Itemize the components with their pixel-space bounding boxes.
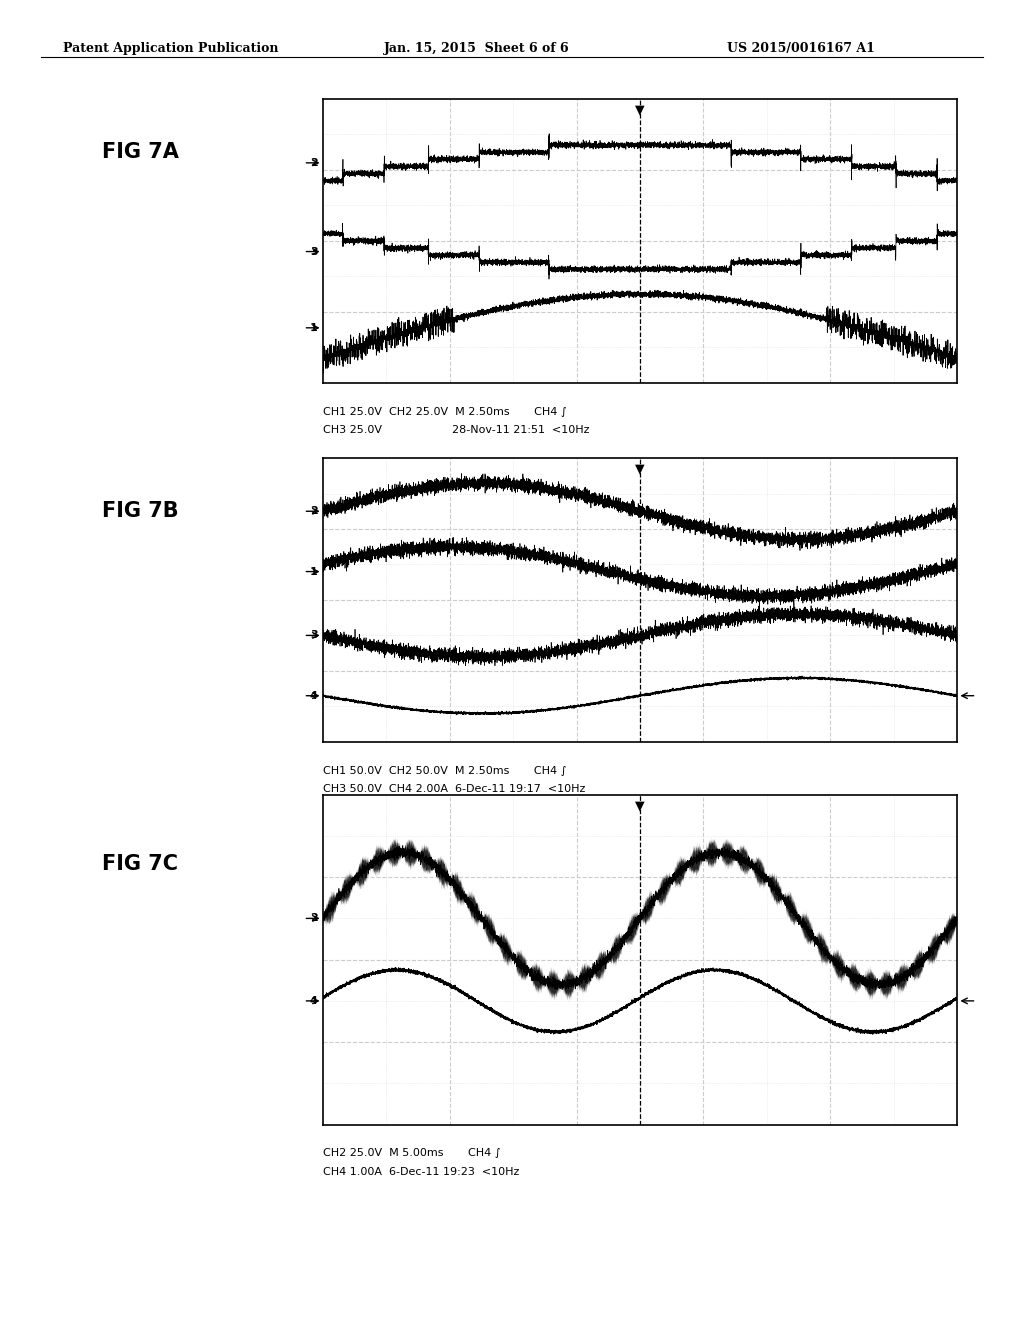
Text: FIG 7A: FIG 7A	[102, 141, 179, 161]
Text: CH1 50.0V  CH2 50.0V  M 2.50ms       CH4 ∫: CH1 50.0V CH2 50.0V M 2.50ms CH4 ∫	[323, 766, 566, 776]
Text: 3: 3	[310, 247, 317, 256]
Text: 4: 4	[309, 690, 317, 701]
Text: 2: 2	[309, 158, 317, 168]
Text: CH3 25.0V                    28-Nov-11 21:51  <10Hz: CH3 25.0V 28-Nov-11 21:51 <10Hz	[323, 425, 589, 436]
Text: ▼: ▼	[635, 800, 645, 813]
Text: FIG 7B: FIG 7B	[102, 500, 179, 520]
Text: 2: 2	[309, 507, 317, 516]
Text: CH2 25.0V  M 5.00ms       CH4 ∫: CH2 25.0V M 5.00ms CH4 ∫	[323, 1148, 500, 1159]
Text: CH1 25.0V  CH2 25.0V  M 2.50ms       CH4 ∫: CH1 25.0V CH2 25.0V M 2.50ms CH4 ∫	[323, 407, 566, 417]
Text: 1: 1	[309, 566, 317, 577]
Text: Jan. 15, 2015  Sheet 6 of 6: Jan. 15, 2015 Sheet 6 of 6	[384, 42, 569, 55]
Text: ▼: ▼	[635, 103, 645, 116]
Text: 3: 3	[310, 631, 317, 640]
Text: CH3 50.0V  CH4 2.00A  6-Dec-11 19:17  <10Hz: CH3 50.0V CH4 2.00A 6-Dec-11 19:17 <10Hz	[323, 784, 585, 795]
Text: FIG 7C: FIG 7C	[102, 854, 178, 874]
Text: 1: 1	[309, 323, 317, 333]
Text: 2: 2	[309, 913, 317, 924]
Text: CH4 1.00A  6-Dec-11 19:23  <10Hz: CH4 1.00A 6-Dec-11 19:23 <10Hz	[323, 1167, 519, 1177]
Text: ▼: ▼	[635, 462, 645, 475]
Text: US 2015/0016167 A1: US 2015/0016167 A1	[727, 42, 874, 55]
Text: Patent Application Publication: Patent Application Publication	[63, 42, 279, 55]
Text: 4: 4	[309, 995, 317, 1006]
